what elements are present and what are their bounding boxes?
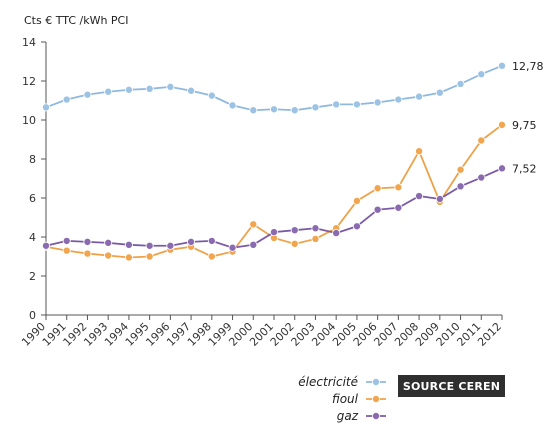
data-point: [477, 173, 486, 182]
legend-label: électricité: [298, 375, 358, 389]
data-point: [352, 222, 361, 231]
data-point: [415, 147, 424, 156]
end-value-label: 12,78: [512, 60, 544, 73]
data-point: [435, 194, 444, 203]
data-point: [311, 103, 320, 112]
data-point: [187, 237, 196, 246]
data-point: [415, 192, 424, 201]
y-tick-label: 2: [29, 270, 36, 283]
data-point: [352, 196, 361, 205]
data-point: [228, 101, 237, 110]
data-point: [249, 240, 258, 249]
data-point: [332, 100, 341, 109]
data-point: [269, 105, 278, 114]
data-point: [394, 95, 403, 104]
data-point: [497, 164, 506, 173]
legend-item: fioul: [332, 392, 386, 406]
legend-item: gaz: [337, 409, 386, 423]
data-point: [207, 252, 216, 261]
data-point: [124, 253, 133, 262]
data-point: [249, 220, 258, 229]
legend-item: électricité: [298, 375, 386, 389]
data-point: [83, 237, 92, 246]
y-tick-label: 8: [29, 153, 36, 166]
legend-marker: [371, 377, 380, 386]
data-point: [83, 249, 92, 258]
data-point: [352, 100, 361, 109]
y-tick-label: 10: [22, 114, 36, 127]
data-point: [62, 236, 71, 245]
data-point: [311, 224, 320, 233]
series-0: 12,78: [42, 60, 544, 115]
data-point: [145, 252, 154, 261]
series-1: 9,75: [42, 119, 537, 262]
data-point: [456, 79, 465, 88]
data-point: [394, 183, 403, 192]
data-point: [477, 136, 486, 145]
data-point: [311, 234, 320, 243]
data-point: [124, 85, 133, 94]
end-value-label: 9,75: [512, 119, 537, 132]
data-point: [290, 106, 299, 115]
unit-label: Cts € TTC /kWh PCI: [24, 14, 128, 27]
legend-marker: [371, 411, 380, 420]
data-point: [104, 251, 113, 260]
y-tick-label: 14: [22, 36, 36, 49]
legend-label: fioul: [332, 392, 359, 406]
data-point: [373, 205, 382, 214]
x-axis: 1990199119921993199419951996199719981999…: [19, 314, 504, 349]
data-point: [394, 203, 403, 212]
data-point: [456, 182, 465, 191]
data-point: [187, 86, 196, 95]
legend-label: gaz: [337, 409, 359, 423]
series-line: [45, 64, 503, 112]
data-point: [456, 165, 465, 174]
data-point: [145, 84, 154, 93]
data-point: [228, 243, 237, 252]
data-point: [62, 246, 71, 255]
data-point: [83, 90, 92, 99]
data-point: [104, 238, 113, 247]
series-2: 7,52: [42, 162, 537, 252]
series-group: 12,78 9,75 7,52: [42, 60, 544, 262]
y-axis: 0 2 4 6 8 10 12 14: [22, 36, 47, 322]
y-tick-label: 6: [29, 192, 36, 205]
data-point: [207, 236, 216, 245]
data-point: [145, 241, 154, 250]
data-point: [42, 241, 51, 250]
data-point: [269, 228, 278, 237]
data-point: [477, 70, 486, 79]
data-point: [42, 103, 51, 112]
end-value-label: 7,52: [512, 162, 537, 175]
data-point: [124, 240, 133, 249]
data-point: [104, 87, 113, 96]
y-tick-label: 4: [29, 231, 36, 244]
data-point: [332, 229, 341, 238]
data-point: [415, 92, 424, 101]
y-tick-label: 0: [29, 309, 36, 322]
data-point: [373, 184, 382, 193]
source-badge: SOURCE CEREN: [398, 375, 505, 397]
data-point: [497, 120, 506, 129]
legend-marker: [371, 394, 380, 403]
data-point: [373, 98, 382, 107]
data-point: [62, 95, 71, 104]
data-point: [249, 106, 258, 115]
data-point: [166, 82, 175, 91]
data-point: [207, 91, 216, 100]
data-point: [290, 226, 299, 235]
data-point: [290, 239, 299, 248]
x-tick-label: 2012: [475, 320, 504, 349]
data-point: [166, 241, 175, 250]
data-point: [435, 88, 444, 97]
legend: électricité fioul gaz: [298, 375, 386, 423]
data-point: [497, 61, 506, 70]
y-tick-label: 12: [22, 75, 36, 88]
